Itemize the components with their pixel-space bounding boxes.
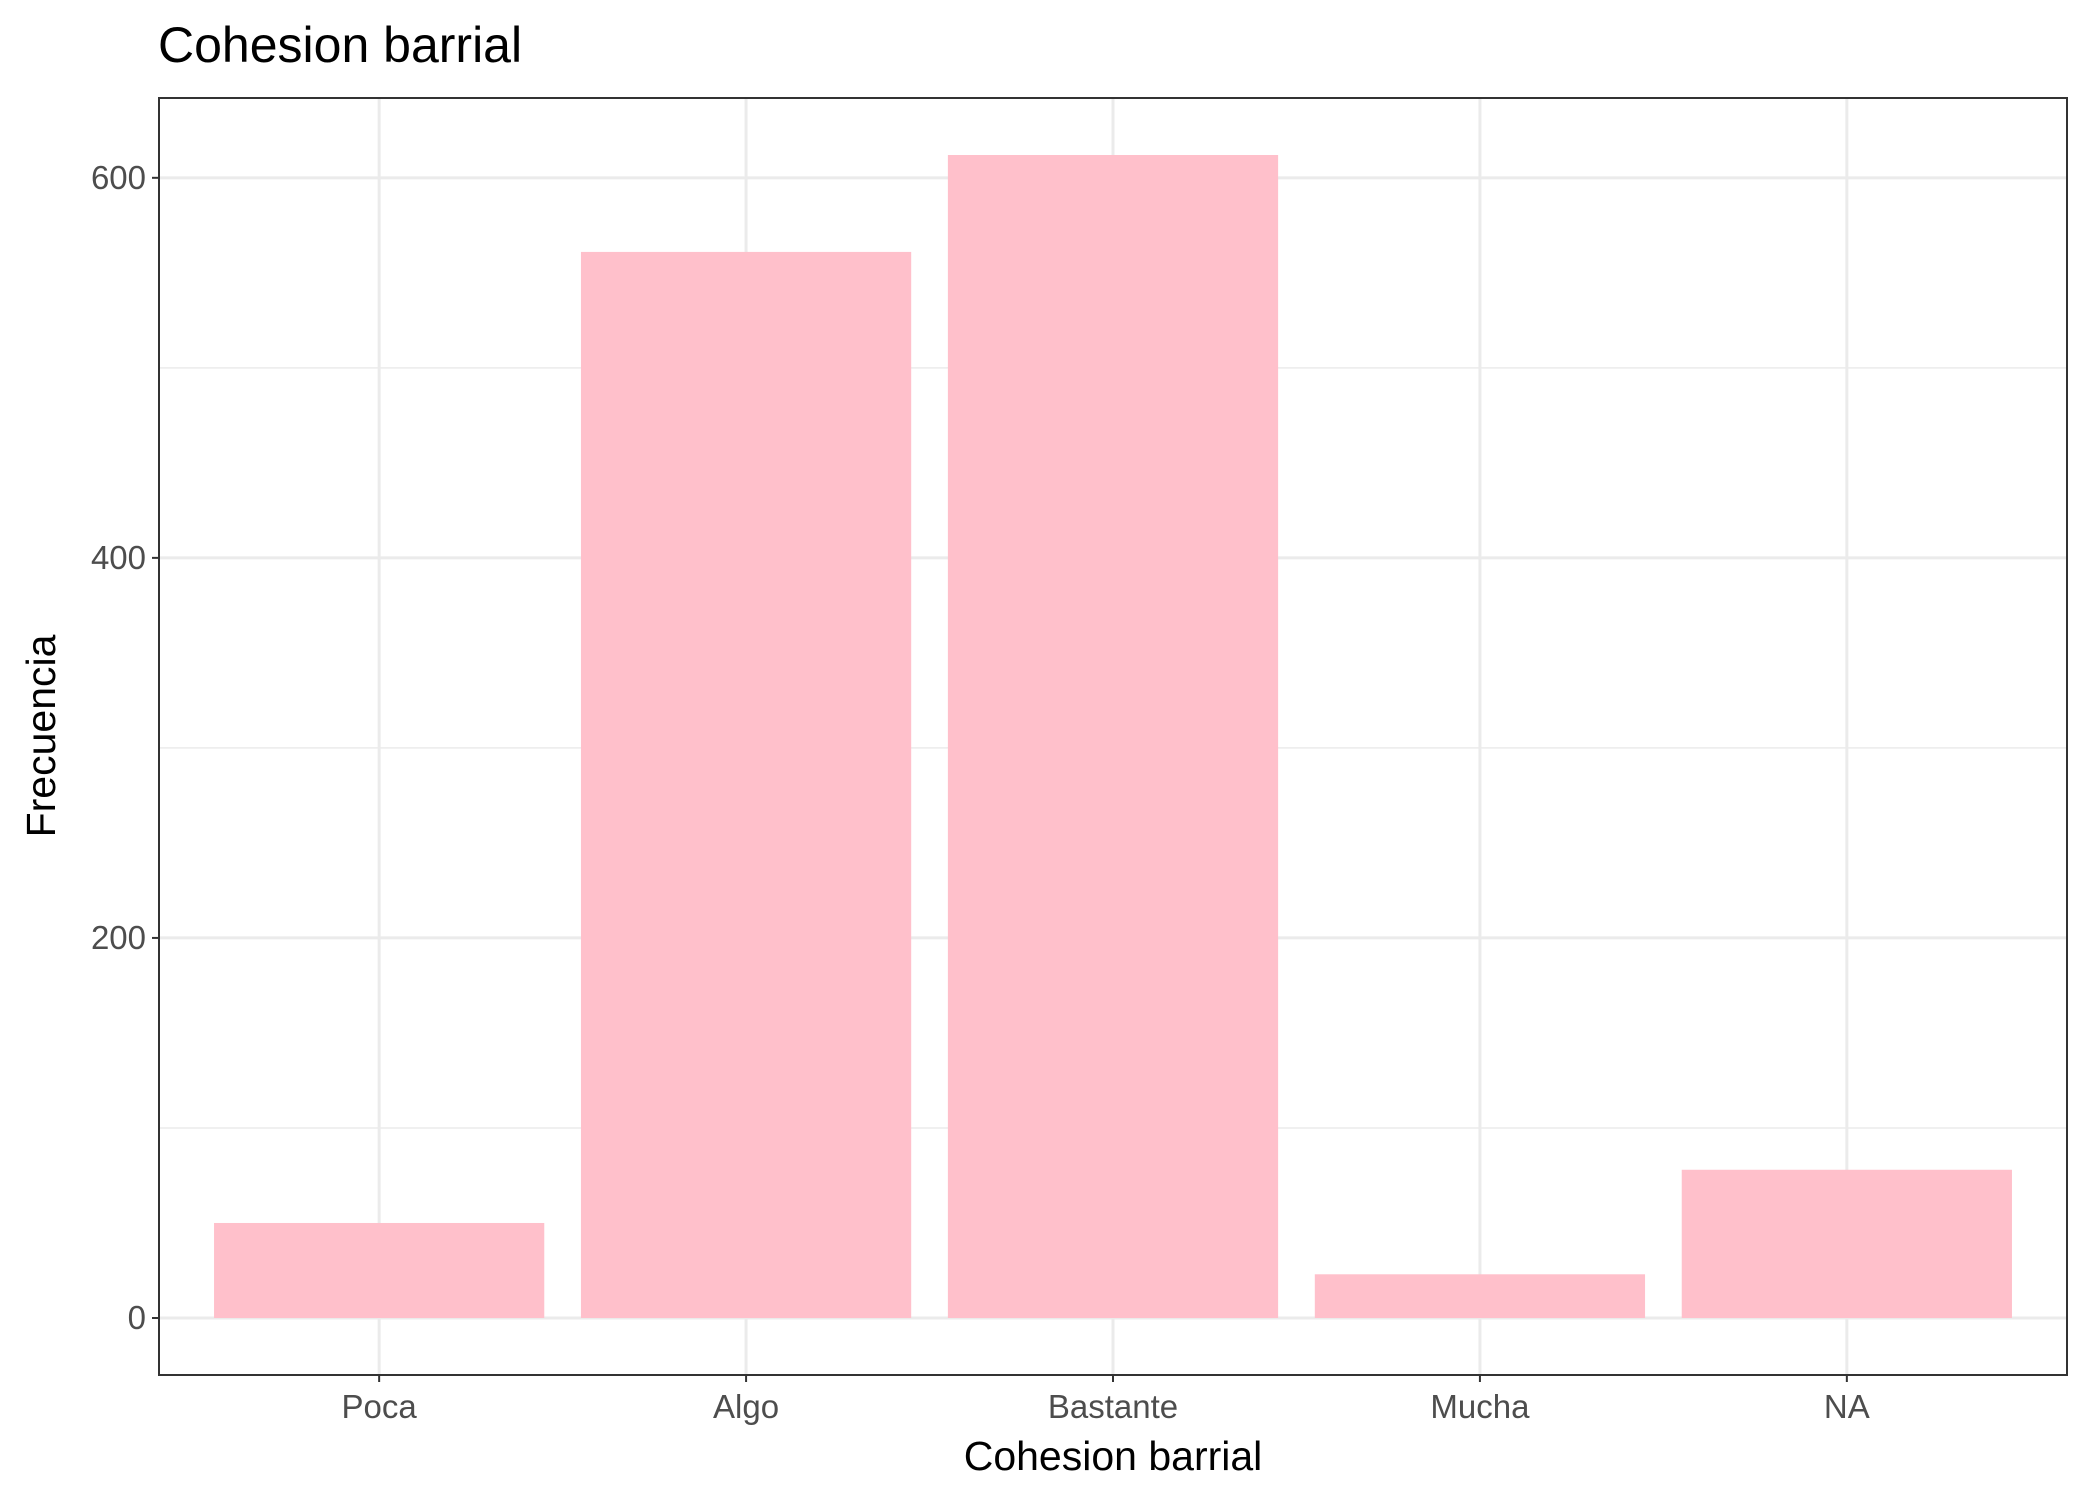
x-tick-label: Bastante [1048,1388,1178,1425]
y-tick-label: 0 [128,1299,146,1336]
y-tick-label: 600 [91,159,146,196]
y-tick-label: 200 [91,919,146,956]
x-tick-label: Poca [342,1388,418,1425]
bar-layer [214,155,2012,1318]
axis-layer: 0 200 400 600 Poca Algo Bastante Mucha NA [91,159,1870,1425]
x-axis-title: Cohesion barrial [964,1433,1263,1479]
bar-algo [580,251,912,1318]
bar-na [1681,1169,2012,1318]
y-tick-label: 400 [91,539,146,576]
panel-border [158,97,2068,1376]
x-tick-label: Algo [713,1388,779,1425]
x-tick-label: Mucha [1430,1388,1530,1425]
bar-mucha [1314,1274,1646,1318]
y-axis-title: Frecuencia [18,634,64,837]
chart-title: Cohesion barrial [158,17,522,73]
bar-poca [214,1222,545,1318]
x-tick-label: NA [1824,1388,1870,1425]
bar-bastante [947,155,1279,1318]
